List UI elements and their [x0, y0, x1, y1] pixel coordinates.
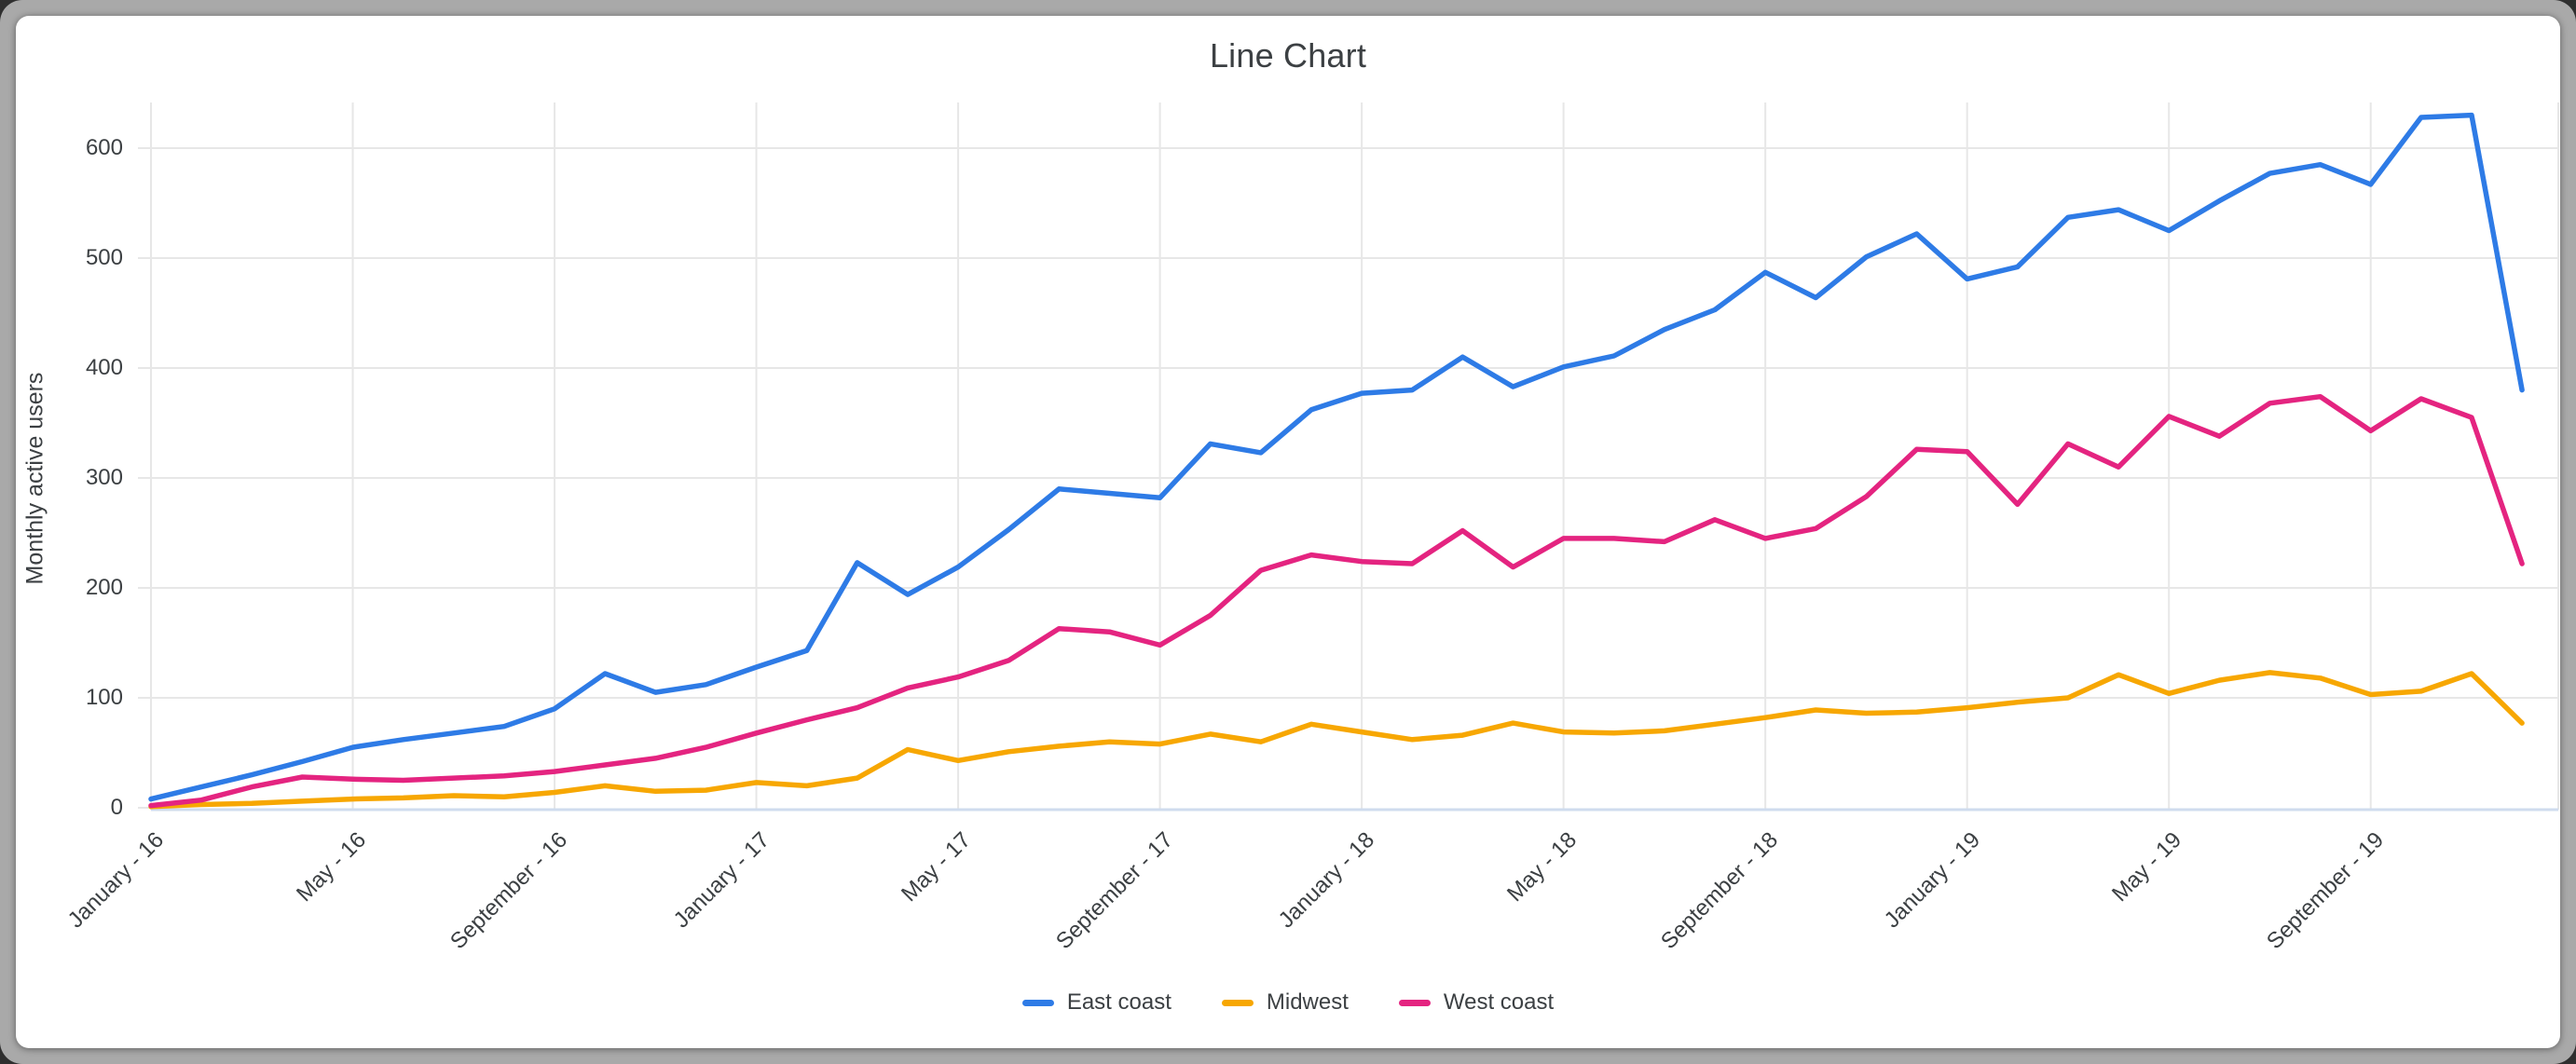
- legend-item-east-coast: East coast: [1021, 989, 1172, 1016]
- legend-swatch-midwest: [1221, 999, 1254, 1006]
- y-axis-tick-label: 600: [85, 135, 123, 160]
- legend-swatch-west-coast: [1398, 999, 1431, 1006]
- series-line-east-coast: [148, 112, 2525, 802]
- legend-item-west-coast: West coast: [1398, 989, 1555, 1016]
- series-line-midwest: [148, 670, 2525, 810]
- legend-label-west-coast: West coast: [1443, 989, 1555, 1015]
- legend-swatch-east-coast: [1021, 999, 1054, 1006]
- y-axis-tick-label: 300: [85, 465, 123, 490]
- series-line-west-coast: [148, 393, 2525, 809]
- legend-item-midwest: Midwest: [1221, 989, 1349, 1016]
- chart-title: Line Chart: [1209, 36, 1367, 75]
- legend-label-midwest: Midwest: [1266, 989, 1349, 1015]
- y-axis-tick-label: 200: [85, 575, 123, 600]
- chart-card: [16, 16, 2560, 1048]
- y-axis-tick-label: 500: [85, 245, 123, 270]
- y-axis-tick-label: 100: [85, 685, 123, 710]
- legend-label-east-coast: East coast: [1066, 989, 1172, 1015]
- y-axis-tick-label: 400: [85, 355, 123, 380]
- chart-legend: East coast Midwest West coast: [0, 989, 2576, 1016]
- y-axis-tick-label: 0: [110, 795, 123, 820]
